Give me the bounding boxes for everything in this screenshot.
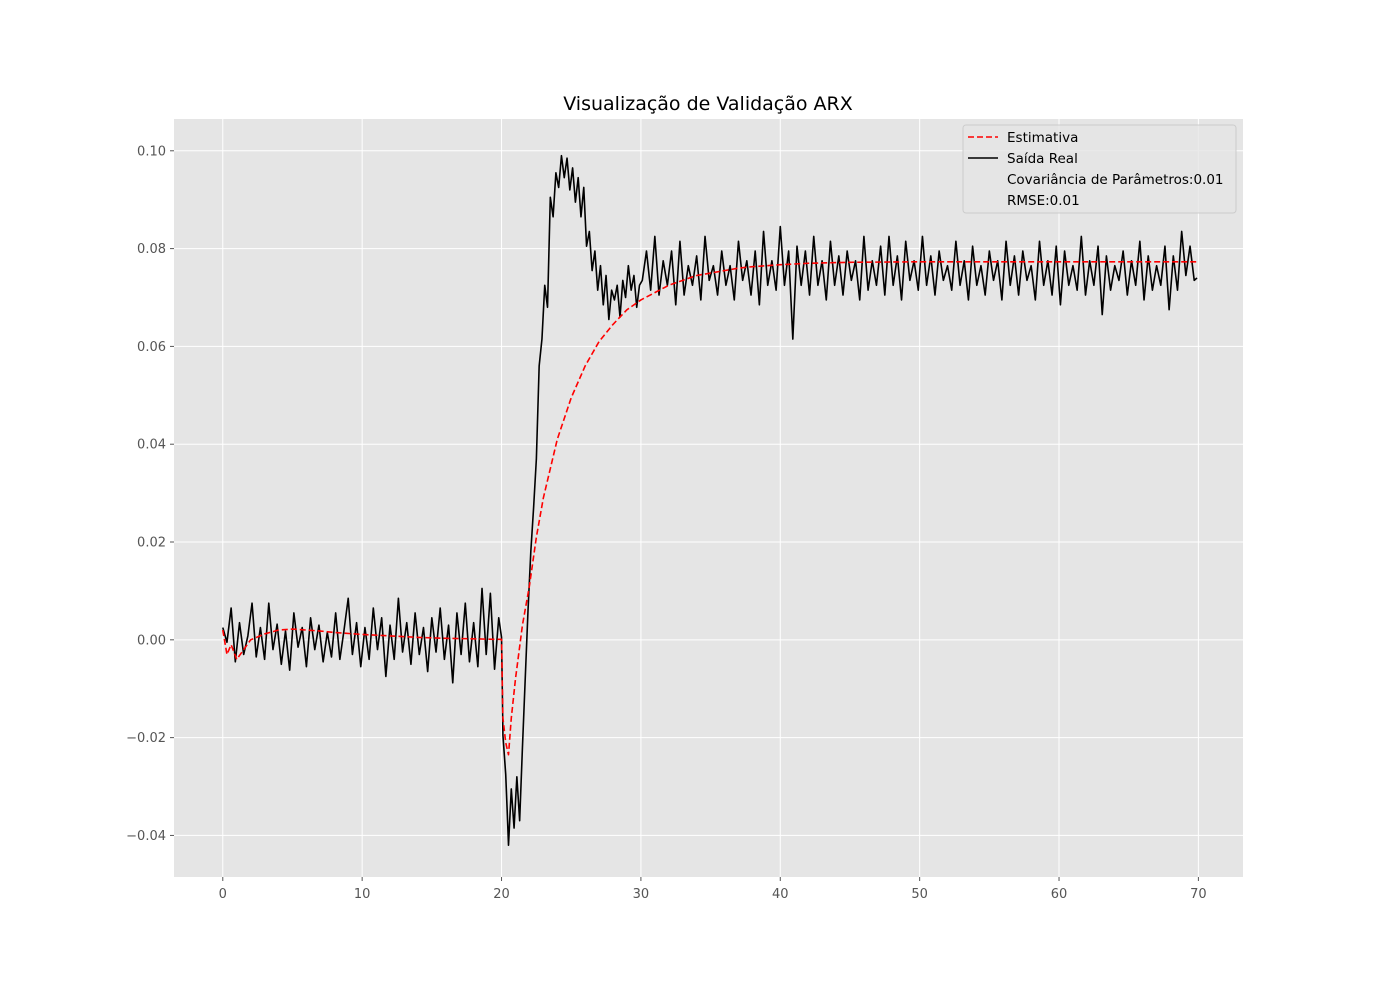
y-tick-label: 0.08 <box>137 242 166 257</box>
x-tick-label: 30 <box>633 887 650 902</box>
y-tick-label: 0.04 <box>137 438 166 453</box>
x-gridlines <box>222 119 1199 877</box>
x-axis: 0 10 20 30 40 50 60 70 <box>219 877 1207 902</box>
plot-area <box>174 119 1243 877</box>
series-layer <box>221 154 1199 847</box>
plot-background <box>174 119 1243 877</box>
series-line-estimativa <box>221 260 1199 756</box>
legend-entry-label: Covariância de Parâmetros:0.01 <box>1007 172 1224 188</box>
legend-entry-label: Estimativa <box>1007 130 1078 146</box>
series-line-saida-real <box>222 154 1198 847</box>
x-tick-label: 10 <box>354 887 371 902</box>
x-tick-label: 20 <box>493 887 510 902</box>
chart-title: Visualização de Validação ARX <box>563 93 853 115</box>
y-tick-label: 0.10 <box>137 144 166 159</box>
legend-entry-label: Saída Real <box>1007 151 1078 167</box>
legend-entry-label: RMSE:0.01 <box>1007 193 1080 209</box>
y-tick-label: −0.04 <box>126 829 166 844</box>
x-tick-label: 50 <box>911 887 928 902</box>
y-tick-label: 0.06 <box>137 340 166 355</box>
legend: Estimativa Saída Real Covariância de Parâm… <box>962 124 1237 214</box>
x-tick-label: 60 <box>1051 887 1068 902</box>
y-tick-label: −0.02 <box>126 731 166 746</box>
legend-box <box>962 124 1237 214</box>
y-tick-label: 0.02 <box>137 536 166 551</box>
y-gridlines <box>174 150 1243 836</box>
y-axis: −0.04 −0.02 0.00 0.02 0.04 0.06 0.08 0.10 <box>126 144 174 844</box>
x-tick-label: 40 <box>772 887 789 902</box>
x-tick-label: 70 <box>1190 887 1207 902</box>
x-tick-label: 0 <box>219 887 227 902</box>
y-tick-label: 0.00 <box>137 633 166 648</box>
